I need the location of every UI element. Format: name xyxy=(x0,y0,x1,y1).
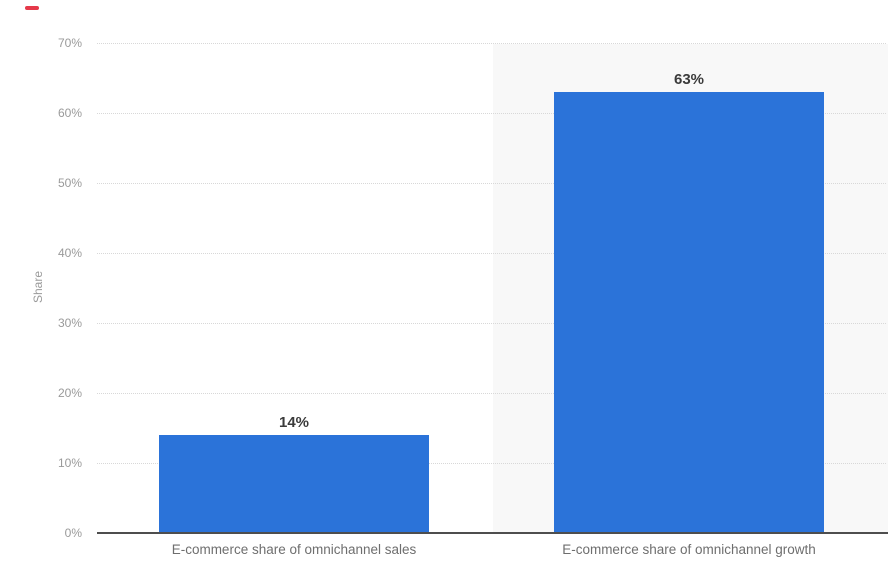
value-label-0: 14% xyxy=(278,414,310,431)
y-axis-title: Share xyxy=(31,270,45,304)
y-tick-label-10: 10% xyxy=(57,456,82,470)
gridline-70 xyxy=(97,43,886,44)
y-tick-label-0: 0% xyxy=(64,526,82,540)
value-label-1: 63% xyxy=(673,71,705,88)
y-tick-label-50: 50% xyxy=(57,176,82,190)
y-tick-label-30: 30% xyxy=(57,316,82,330)
gridline-40 xyxy=(97,253,886,254)
y-tick-label-20: 20% xyxy=(57,386,82,400)
category-label-1: E-commerce share of omnichannel growth xyxy=(562,542,816,557)
x-axis-line xyxy=(97,532,888,534)
y-tick-label-60: 60% xyxy=(57,106,82,120)
y-tick-label-40: 40% xyxy=(57,246,82,260)
gridline-20 xyxy=(97,393,886,394)
red-dash-marker xyxy=(25,6,39,10)
gridline-10 xyxy=(97,463,886,464)
gridline-50 xyxy=(97,183,886,184)
category-label-0: E-commerce share of omnichannel sales xyxy=(171,542,417,557)
gridline-60 xyxy=(97,113,886,114)
bar-1[interactable] xyxy=(554,92,824,533)
gridline-30 xyxy=(97,323,886,324)
bar-0[interactable] xyxy=(159,435,429,533)
y-tick-label-70: 70% xyxy=(57,36,82,50)
